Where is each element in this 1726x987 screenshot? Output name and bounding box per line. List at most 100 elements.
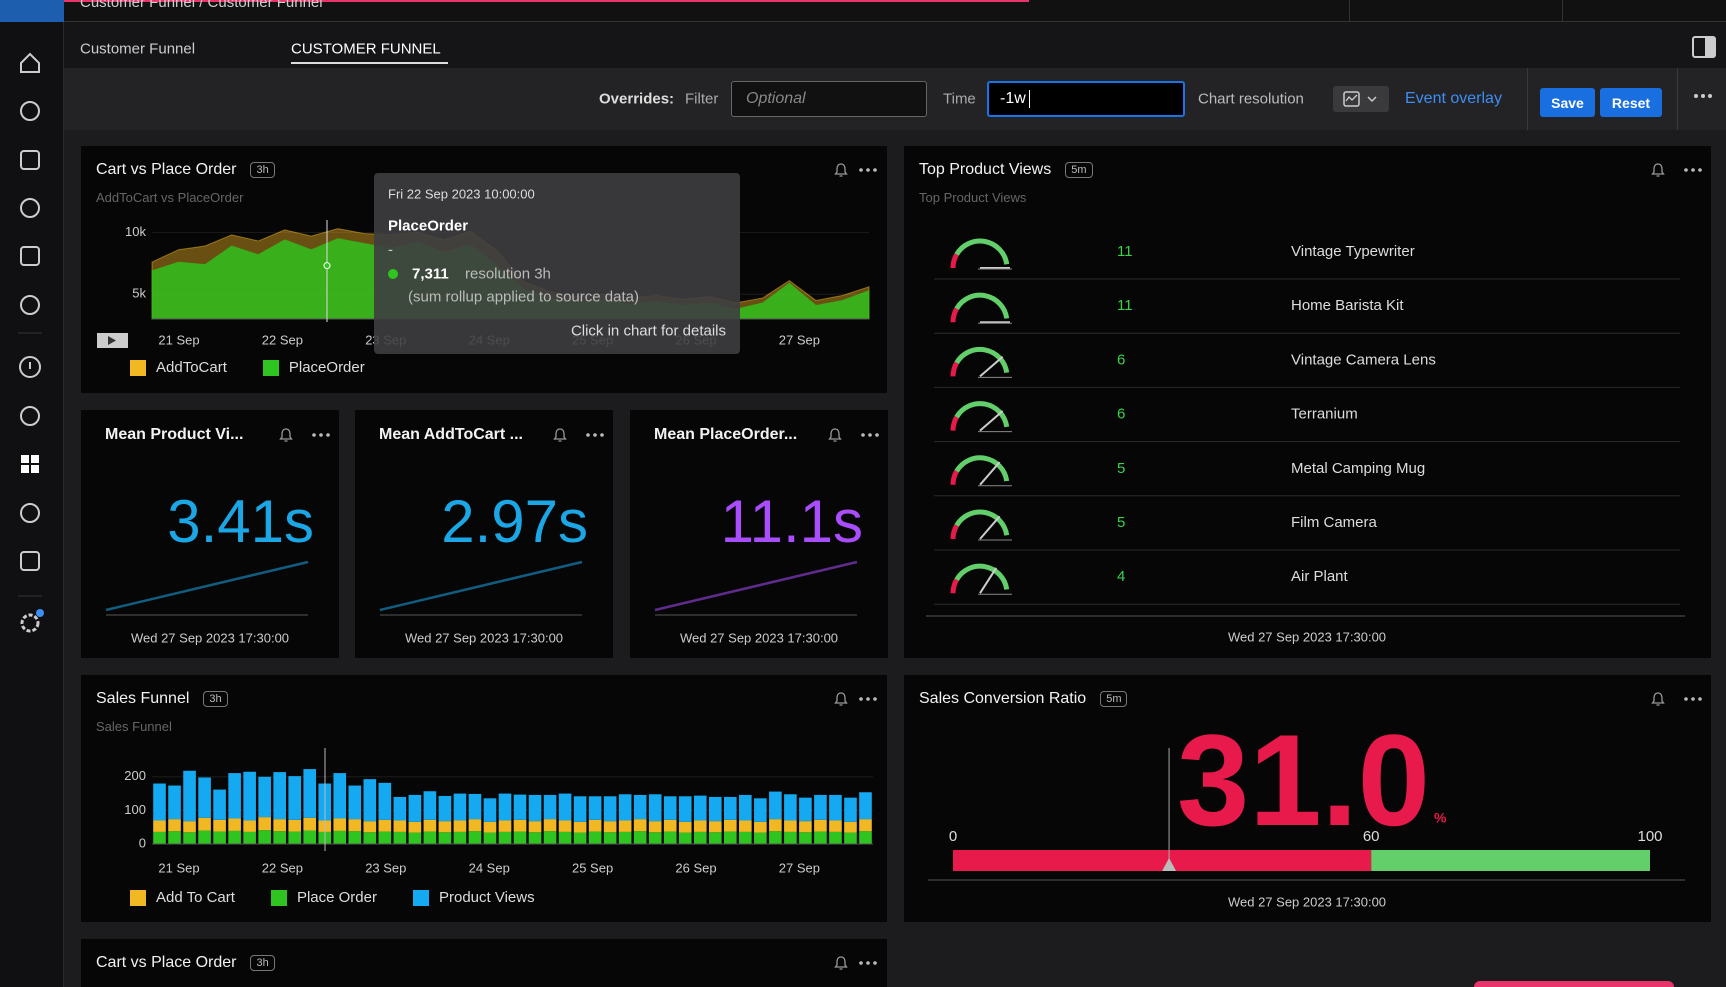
panel-menu[interactable] [311,432,331,438]
tooltip-dash: - [388,241,393,259]
bar-segment [468,819,482,832]
panel-menu[interactable] [858,167,878,173]
time-input[interactable]: -1w [987,81,1185,117]
mini-gauge [950,509,1012,541]
panel-toggle-icon[interactable] [1692,36,1716,58]
bar-segment [633,831,647,844]
panel-menu[interactable] [858,696,878,702]
floating-button-edge[interactable] [1474,981,1674,987]
nav-icon[interactable] [20,551,40,571]
bar-segment [303,817,317,831]
bar-segment [378,819,392,832]
y-tick-label: 100 [124,802,146,817]
legend-item[interactable]: Product Views [412,889,535,906]
dot [600,433,604,437]
save-button[interactable]: Save [1540,88,1595,117]
dashboard-group-name[interactable]: Customer Funnel [80,40,196,58]
bar-segment [814,819,827,832]
nav-icon[interactable] [20,609,44,633]
tab-underline [291,62,448,64]
bell-shape [834,692,848,706]
bar-segment [228,830,241,844]
icon-home [20,52,40,73]
mini-gauge [950,563,1012,595]
dot [312,433,316,437]
bar-segment [168,831,181,844]
timestamp: Wed 27 Sep 2023 17:30:00 [404,630,564,646]
nav-icon[interactable] [20,246,40,266]
alert-bell-icon[interactable] [833,955,849,971]
panel-title: Cart vs Place Order 3h [96,954,275,972]
panel-menu[interactable] [860,432,880,438]
bar-segment [588,831,602,844]
alert-bell-icon[interactable] [827,427,843,443]
nav-icon[interactable] [19,356,41,378]
more-menu[interactable] [1693,93,1713,99]
legend-label: Add To Cart [156,889,235,906]
icon-square [21,465,29,473]
nav-icon[interactable] [20,52,40,73]
x-tick-label: 25 Sep [572,860,613,875]
bar-segment [453,793,467,821]
bar-segment [543,831,557,844]
bar-segment [693,795,707,821]
event-overlay-link[interactable]: Event overlay [1405,90,1502,107]
item-name: Vintage Typewriter [1291,243,1415,260]
panel-menu[interactable] [585,432,605,438]
bar-segment [348,831,362,844]
dot [1708,94,1712,98]
y-tick-label: 200 [124,768,146,783]
x-tick-label: 21 Sep [158,860,199,875]
alert-bell-icon[interactable] [278,427,294,443]
filter-input[interactable]: Optional [731,81,927,117]
bell-shape [553,428,567,442]
legend-item[interactable]: AddToCart [130,359,227,376]
resolution-badge: 5m [1100,691,1128,707]
nav-icon[interactable] [21,455,39,473]
icon-outline [20,406,40,426]
dot [866,961,870,965]
active-tab[interactable]: CUSTOMER FUNNEL [291,40,441,58]
alert-bell-icon[interactable] [552,427,568,443]
alert-bell-icon[interactable] [1650,162,1666,178]
bar-segment [258,776,271,818]
dot [1701,94,1705,98]
breadcrumb[interactable]: Customer Funnel / Customer Funnel [80,0,323,11]
nav-icon[interactable] [20,150,40,170]
nav-icon[interactable] [20,198,40,218]
nav-icon[interactable] [20,295,40,315]
bar-segment [468,793,482,820]
bar-segment [648,794,662,822]
dot [859,697,863,701]
bar-segment [228,773,241,819]
gauge-needle [979,410,1004,432]
panel-menu[interactable] [858,960,878,966]
gauge-low [950,470,959,485]
alert-bell-icon[interactable] [833,691,849,707]
alert-bell-icon[interactable] [833,162,849,178]
reset-button[interactable]: Reset [1600,88,1662,117]
nav-icon[interactable] [20,406,40,426]
tooltip-resolution: resolution 3h [465,265,551,283]
panel-menu[interactable] [1683,167,1703,173]
scale-label: 60 [1363,828,1380,845]
legend-item[interactable]: Place Order [270,889,377,906]
bar-segment [784,794,797,821]
alert-bell-icon[interactable] [1650,691,1666,707]
top-strip [64,0,1726,22]
legend-item[interactable]: PlaceOrder [262,359,365,376]
bell-shape [834,163,848,177]
overrides-label: Overrides: [599,90,675,108]
mini-gauge [950,455,1012,487]
bar-segment [588,796,602,820]
panel-menu[interactable] [1683,696,1703,702]
legend-item[interactable]: Add To Cart [130,889,235,906]
gauge-needle [979,355,1004,378]
scroll-left-button[interactable] [97,333,128,348]
nav-icon[interactable] [20,101,40,121]
bar-segment [723,819,737,832]
x-tick-label: 27 Sep [779,332,820,347]
resolution-dropdown[interactable] [1333,86,1389,112]
timestamp: Wed 27 Sep 2023 17:30:00 [130,630,290,646]
nav-icon[interactable] [20,503,40,523]
